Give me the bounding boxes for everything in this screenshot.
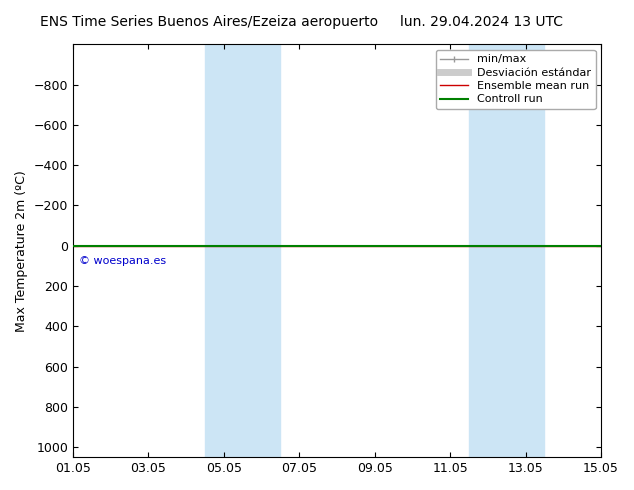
Text: ENS Time Series Buenos Aires/Ezeiza aeropuerto: ENS Time Series Buenos Aires/Ezeiza aero… <box>40 15 378 29</box>
Bar <box>205 45 243 457</box>
Y-axis label: Max Temperature 2m (ºC): Max Temperature 2m (ºC) <box>15 170 28 332</box>
Bar <box>469 45 545 457</box>
Text: lun. 29.04.2024 13 UTC: lun. 29.04.2024 13 UTC <box>400 15 564 29</box>
Text: © woespana.es: © woespana.es <box>79 256 165 266</box>
Legend: min/max, Desviación estándar, Ensemble mean run, Controll run: min/max, Desviación estándar, Ensemble m… <box>436 50 595 109</box>
Bar <box>243 45 280 457</box>
